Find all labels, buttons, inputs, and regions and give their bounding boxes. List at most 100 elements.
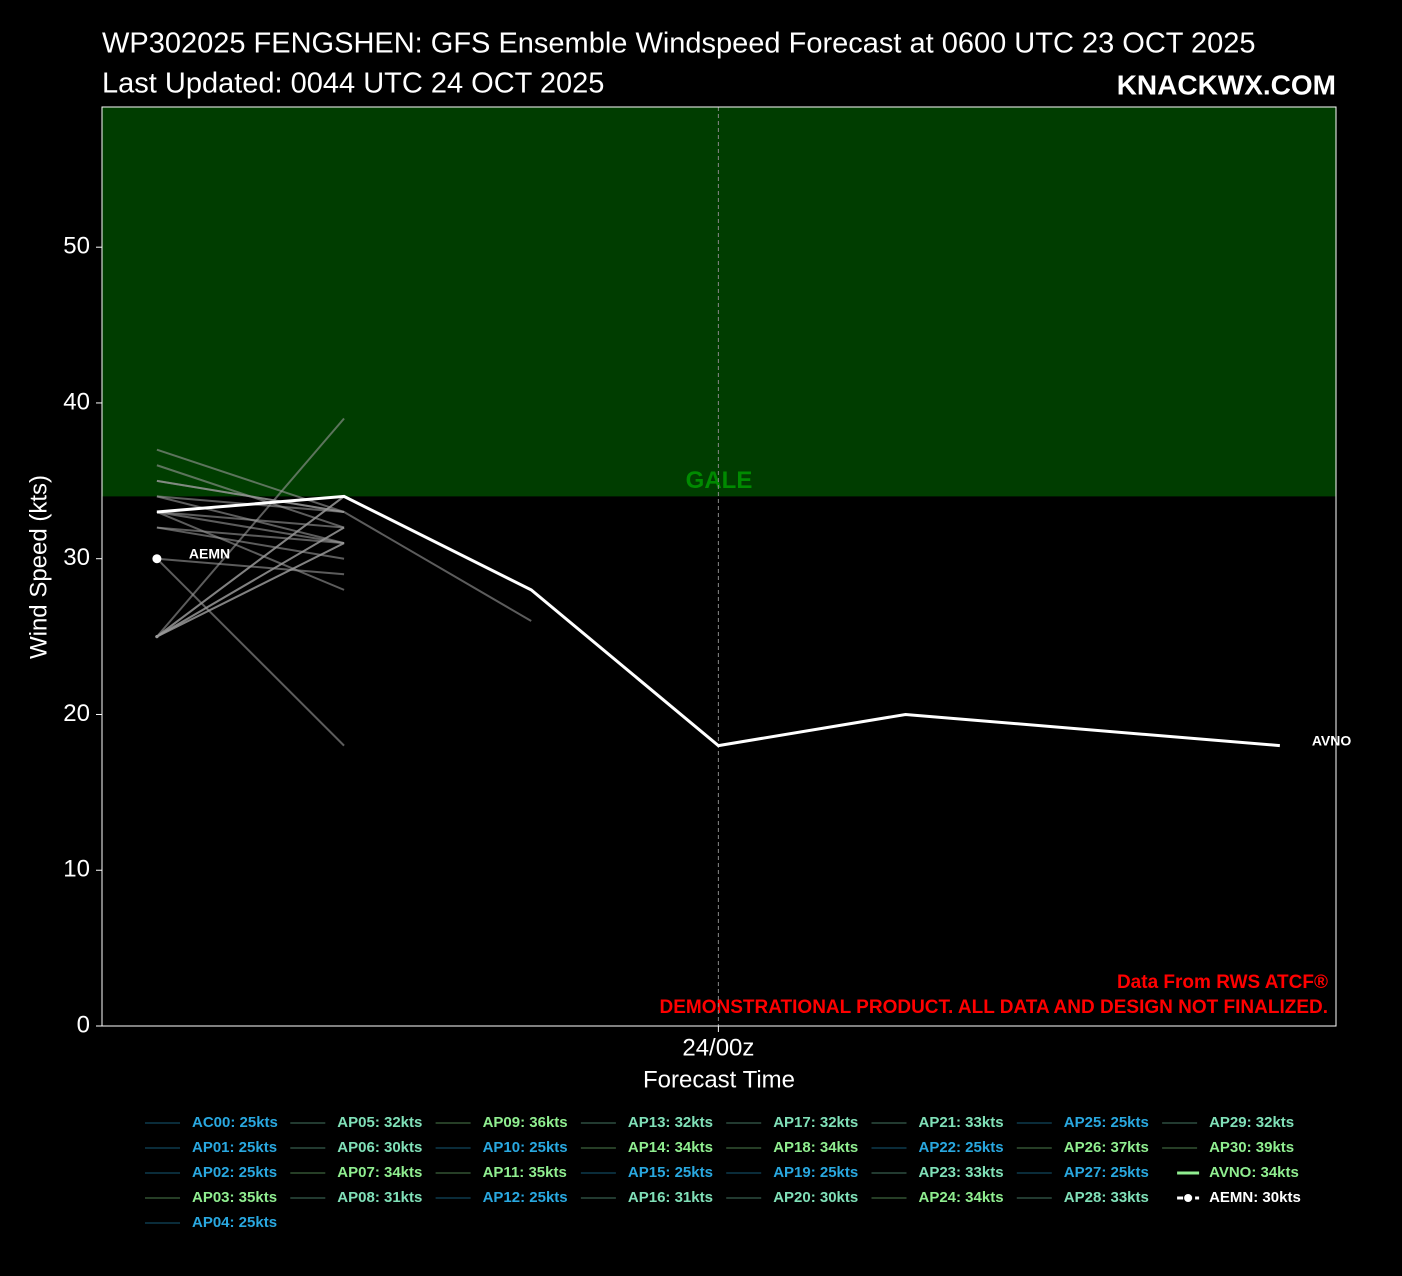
legend-label: AEMN: 30kts: [1209, 1189, 1301, 1206]
legend-item: AP20: 30kts: [726, 1189, 858, 1206]
legend-label: AP01: 25kts: [192, 1139, 277, 1156]
legend-label: AP19: 25kts: [773, 1164, 858, 1181]
y-tick-label: 0: [77, 1011, 90, 1038]
legend-item: AVNO: 34kts: [1177, 1164, 1299, 1181]
legend-label: AP23: 33kts: [919, 1164, 1004, 1181]
legend-item: AP08: 31kts: [290, 1189, 422, 1206]
member-line: [156, 542, 345, 638]
legend-label: AP07: 34kts: [337, 1164, 422, 1181]
x-axis-label: Forecast Time: [643, 1066, 795, 1093]
series-end-label: AEMN: [189, 545, 230, 561]
annotation: DEMONSTRATIONAL PRODUCT. ALL DATA AND DE…: [660, 997, 1329, 1018]
legend-swatch-marker: [1184, 1194, 1193, 1202]
legend-item: AP05: 32kts: [290, 1114, 422, 1131]
y-axis-label: Wind Speed (kts): [25, 475, 52, 659]
legend-item: AP19: 25kts: [726, 1164, 858, 1181]
member-line: [156, 479, 345, 513]
member-line: [156, 510, 345, 529]
legend-item: AP21: 33kts: [871, 1114, 1004, 1131]
member-line: [156, 526, 345, 560]
legend-item: AP18: 34kts: [726, 1139, 858, 1156]
legend-item: AP29: 32kts: [1162, 1114, 1294, 1131]
point-marker: [152, 554, 162, 564]
legend-label: AP05: 32kts: [337, 1114, 422, 1131]
legend-label: AP12: 25kts: [483, 1189, 568, 1206]
x-tick-label: 24/00z: [682, 1034, 754, 1061]
member-line: [156, 495, 532, 622]
legend-item: AP02: 25kts: [145, 1164, 277, 1181]
member-line: [156, 417, 345, 638]
legend-label: AP02: 25kts: [192, 1164, 277, 1181]
y-tick-label: 30: [63, 544, 90, 571]
legend-item: AP12: 25kts: [435, 1189, 568, 1206]
legend-label: AP29: 32kts: [1209, 1114, 1294, 1131]
legend-label: AP15: 25kts: [628, 1164, 713, 1181]
legend-item: AP25: 25kts: [1016, 1114, 1149, 1131]
main-line: [156, 494, 1280, 748]
threshold-band: [102, 107, 1336, 497]
legend-item: AP04: 25kts: [145, 1214, 277, 1231]
legend-item: AP16: 31kts: [580, 1189, 713, 1206]
legend-label: AP30: 39kts: [1209, 1139, 1294, 1156]
legend-item: AP13: 32kts: [580, 1114, 713, 1131]
legend-label: AP18: 34kts: [773, 1139, 858, 1156]
series-end-label: AVNO: [1312, 732, 1352, 748]
legend-item: AP22: 25kts: [871, 1139, 1004, 1156]
legend-label: AP17: 32kts: [773, 1114, 858, 1131]
legend-label: AP27: 25kts: [1064, 1164, 1149, 1181]
legend-item: AP03: 35kts: [145, 1189, 277, 1206]
legend-item: AC00: 25kts: [145, 1114, 278, 1131]
legend-item: AP09: 36kts: [435, 1114, 568, 1131]
annotation: Data From RWS ATCF®: [1117, 972, 1328, 993]
member-line: [156, 526, 345, 545]
legend-label: AP14: 34kts: [628, 1139, 713, 1156]
member-line: [156, 558, 345, 747]
legend-label: AP22: 25kts: [919, 1139, 1004, 1156]
legend-label: AP13: 32kts: [628, 1114, 713, 1131]
legend-label: AP11: 35kts: [483, 1164, 567, 1181]
threshold-label: GALE: [686, 467, 753, 494]
chart-subtitle: Last Updated: 0044 UTC 24 OCT 2025: [102, 68, 604, 100]
legend-label: AP20: 30kts: [773, 1189, 858, 1206]
legend-label: AP21: 33kts: [919, 1114, 1004, 1131]
chart-title: WP302025 FENGSHEN: GFS Ensemble Windspee…: [102, 28, 1256, 60]
legend-item: AP11: 35kts: [435, 1164, 567, 1181]
legend-item: AP10: 25kts: [435, 1139, 568, 1156]
legend-label: AP24: 34kts: [919, 1189, 1004, 1206]
y-tick-label: 40: [63, 388, 90, 415]
legend-label: AP16: 31kts: [628, 1189, 713, 1206]
member-line: [156, 511, 345, 591]
legend-item: AEMN: 30kts: [1177, 1189, 1301, 1206]
legend-item: AP23: 33kts: [871, 1164, 1004, 1181]
legend-item: AP17: 32kts: [726, 1114, 858, 1131]
legend-item: AP01: 25kts: [145, 1139, 277, 1156]
legend-label: AC00: 25kts: [192, 1114, 278, 1131]
member-line: [156, 495, 345, 638]
legend-item: AP06: 30kts: [290, 1139, 422, 1156]
legend-label: AVNO: 34kts: [1209, 1164, 1299, 1181]
legend-label: AP04: 25kts: [192, 1214, 277, 1231]
legend-item: AP14: 34kts: [580, 1139, 713, 1156]
legend-label: AP25: 25kts: [1064, 1114, 1149, 1131]
legend-label: AP26: 37kts: [1064, 1139, 1149, 1156]
legend-label: AP09: 36kts: [483, 1114, 568, 1131]
legend-label: AP28: 33kts: [1064, 1189, 1149, 1206]
legend-item: AP26: 37kts: [1016, 1139, 1149, 1156]
y-tick-label: 10: [63, 856, 90, 883]
legend-label: AP10: 25kts: [483, 1139, 568, 1156]
legend-item: AP28: 33kts: [1016, 1189, 1149, 1206]
legend-label: AP03: 35kts: [192, 1189, 277, 1206]
brand: KNACKWX.COM: [1117, 69, 1336, 100]
y-tick-label: 20: [63, 700, 90, 727]
member-line: [156, 448, 345, 513]
member-line: [156, 526, 345, 638]
plot-frame: [101, 106, 1337, 1027]
legend-label: AP08: 31kts: [337, 1189, 422, 1206]
legend-item: AP07: 34kts: [290, 1164, 422, 1181]
legend-item: AP30: 39kts: [1162, 1139, 1294, 1156]
legend-item: AP27: 25kts: [1016, 1164, 1149, 1181]
y-tick-label: 50: [63, 233, 90, 260]
legend-item: AP15: 25kts: [580, 1164, 713, 1181]
